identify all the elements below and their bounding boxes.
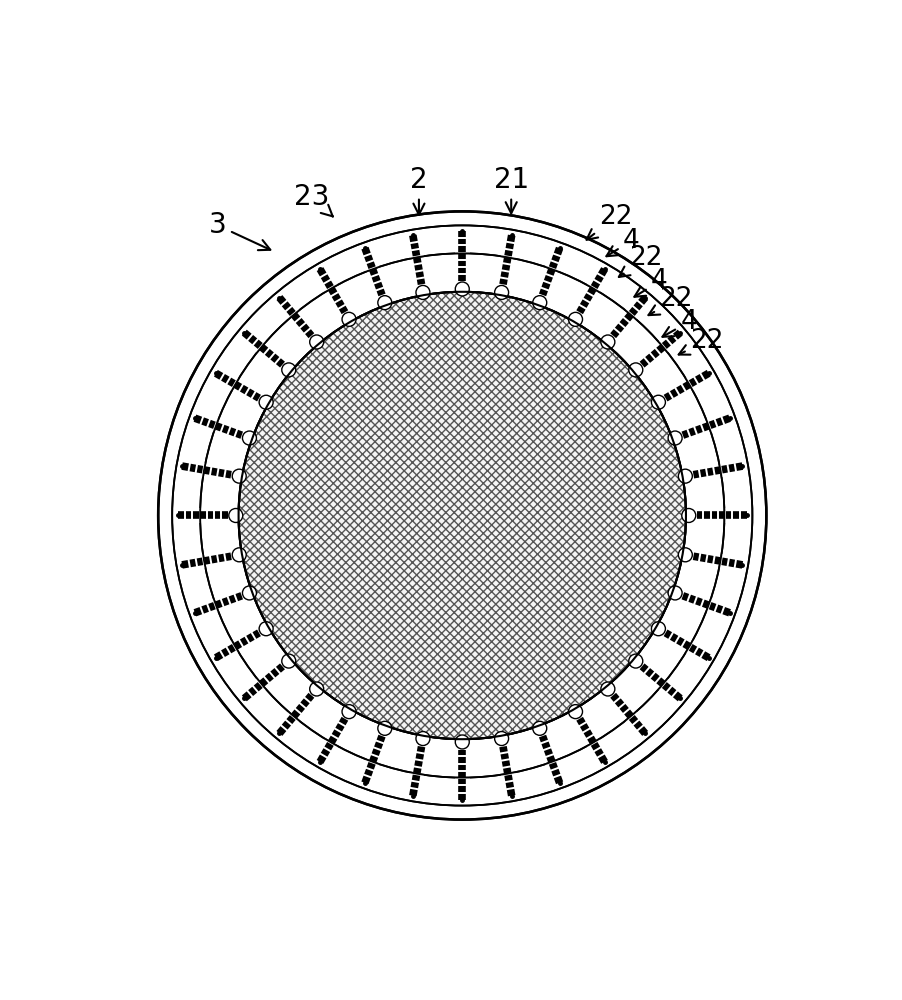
Circle shape xyxy=(342,312,356,326)
Text: 4: 4 xyxy=(662,309,697,337)
Circle shape xyxy=(494,732,509,746)
Text: 2: 2 xyxy=(410,166,428,215)
Circle shape xyxy=(158,211,767,820)
Circle shape xyxy=(651,395,666,409)
Circle shape xyxy=(651,622,666,636)
Text: 21: 21 xyxy=(493,166,529,213)
Text: 4: 4 xyxy=(606,228,640,256)
Circle shape xyxy=(678,548,693,562)
Circle shape xyxy=(568,705,583,719)
Circle shape xyxy=(243,431,256,445)
Circle shape xyxy=(682,508,695,522)
Circle shape xyxy=(568,312,583,326)
Circle shape xyxy=(378,721,391,735)
Circle shape xyxy=(259,622,273,636)
Circle shape xyxy=(678,469,693,483)
Circle shape xyxy=(494,285,509,299)
Circle shape xyxy=(456,282,469,296)
Circle shape xyxy=(232,469,246,483)
Circle shape xyxy=(238,292,686,739)
Circle shape xyxy=(243,586,256,600)
Circle shape xyxy=(629,363,643,377)
Circle shape xyxy=(259,395,273,409)
Circle shape xyxy=(629,654,643,668)
Circle shape xyxy=(232,548,246,562)
Text: 22: 22 xyxy=(586,204,633,240)
Circle shape xyxy=(229,508,243,522)
Circle shape xyxy=(416,732,430,746)
Circle shape xyxy=(281,654,296,668)
Circle shape xyxy=(309,335,324,349)
Circle shape xyxy=(342,705,356,719)
Circle shape xyxy=(200,253,724,778)
Circle shape xyxy=(416,285,430,299)
Circle shape xyxy=(601,682,615,696)
Circle shape xyxy=(172,225,752,806)
Circle shape xyxy=(309,682,324,696)
Circle shape xyxy=(378,296,391,310)
Circle shape xyxy=(601,335,615,349)
Circle shape xyxy=(533,721,547,735)
Text: 22: 22 xyxy=(649,286,693,315)
Text: 23: 23 xyxy=(294,183,333,217)
Circle shape xyxy=(533,296,547,310)
Circle shape xyxy=(668,586,682,600)
Circle shape xyxy=(281,363,296,377)
Circle shape xyxy=(668,431,682,445)
Circle shape xyxy=(456,735,469,749)
Text: 3: 3 xyxy=(208,211,271,250)
Text: 22: 22 xyxy=(619,245,662,277)
Text: 4: 4 xyxy=(634,268,667,297)
Text: 22: 22 xyxy=(678,328,723,355)
